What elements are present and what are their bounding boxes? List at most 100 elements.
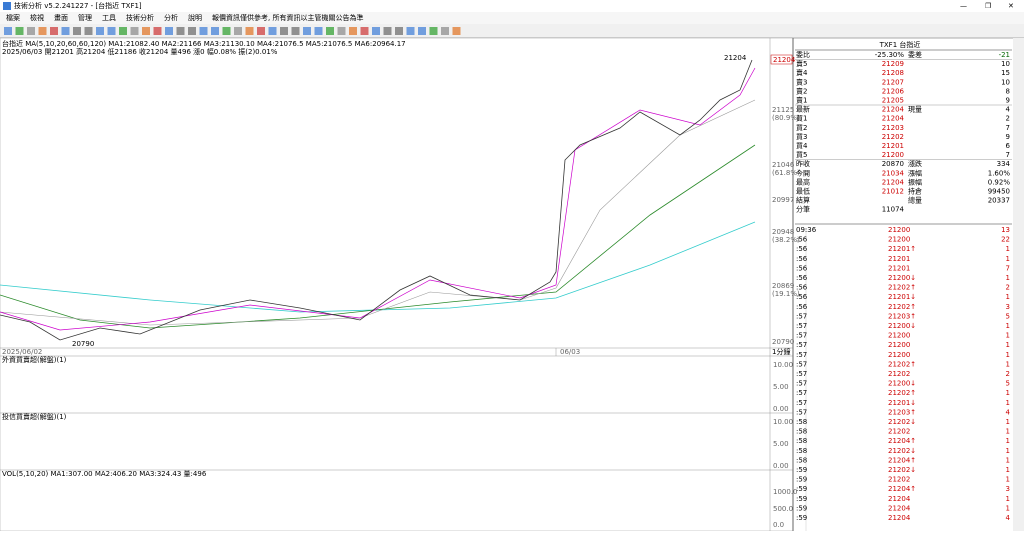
toolbar-button[interactable] (245, 27, 254, 35)
toolbar-button[interactable] (165, 27, 173, 35)
toolbar-button[interactable] (234, 27, 242, 35)
quote-value: 20337 (988, 197, 1010, 205)
quote-value: 21209 (882, 60, 904, 68)
toolbar-button[interactable] (406, 27, 415, 35)
tick-volume: 3 (1006, 303, 1010, 311)
toolbar-button[interactable] (4, 27, 12, 35)
quote-value: -25.30% (875, 51, 905, 59)
menu-item[interactable]: 檢視 (30, 13, 44, 22)
tick-volume: 1 (1006, 332, 1010, 340)
menu-bar (0, 12, 1024, 24)
tick-price: 21200 (888, 236, 910, 244)
maximize[interactable]: ❐ (985, 2, 991, 10)
toolbar-button[interactable] (153, 27, 162, 35)
toolbar-button[interactable] (130, 27, 139, 35)
quote-value: 21204 (882, 115, 905, 123)
toolbar-button[interactable] (257, 27, 265, 35)
tick-price: 21204 (888, 504, 911, 512)
tick-time: :57 (796, 341, 807, 349)
toolbar-button[interactable] (395, 27, 403, 35)
toolbar-button[interactable] (211, 27, 219, 35)
tick-volume: 1 (1006, 293, 1010, 301)
close[interactable]: ✕ (1008, 2, 1014, 10)
toolbar-button[interactable] (222, 27, 231, 35)
tick-time: :56 (796, 284, 808, 292)
menu-item[interactable]: 說明 (188, 13, 202, 22)
toolbar-button[interactable] (176, 27, 185, 35)
tick-price: 21200↓ (888, 274, 916, 282)
panel-title: 外資買賣超(解盤)(1) (2, 355, 67, 364)
menu-item[interactable]: 畫面 (54, 13, 68, 22)
toolbar-button[interactable] (441, 27, 449, 35)
tick-volume: 3 (1006, 485, 1010, 493)
tick-time: :59 (796, 504, 807, 512)
tick-volume: 1 (1006, 255, 1010, 263)
tick-price: 21204 (888, 514, 911, 522)
toolbar-button[interactable] (429, 27, 438, 35)
panel-tick: 5.00 (773, 440, 789, 448)
tick-price: 21200 (888, 332, 910, 340)
toolbar-button[interactable] (61, 27, 70, 35)
toolbar-button[interactable] (15, 27, 24, 35)
toolbar-button[interactable] (268, 27, 277, 35)
tick-price: 21204 (888, 495, 911, 503)
toolbar-button[interactable] (372, 27, 380, 35)
menu-item[interactable]: 管理 (78, 13, 92, 22)
minimize[interactable]: — (960, 2, 967, 10)
toolbar-button[interactable] (84, 27, 93, 35)
axis-label: 20997 (772, 196, 794, 204)
toolbar-button[interactable] (107, 27, 116, 35)
quote-value: 99450 (988, 188, 1010, 196)
high-label: 21204 (724, 54, 747, 62)
tick-volume: 4 (1006, 514, 1011, 522)
quote-value: 8 (1006, 87, 1010, 95)
menu-item[interactable]: 工具 (102, 14, 116, 22)
toolbar-button[interactable] (199, 27, 208, 35)
tick-price: 21201↓ (888, 293, 916, 301)
menu-item[interactable]: 分析 (164, 13, 178, 22)
toolbar-button[interactable] (337, 27, 346, 35)
tick-volume: 1 (1006, 351, 1010, 359)
tick-time: :58 (796, 456, 807, 464)
toolbar-button[interactable] (349, 27, 357, 35)
quote-value: 0.92% (988, 178, 1011, 186)
menu-item[interactable]: 報價資訊僅供參考, 所有資訊以主管機關公告為準 (212, 13, 363, 22)
toolbar-button[interactable] (383, 27, 392, 35)
toolbar-button[interactable] (38, 27, 47, 35)
scrollbar[interactable] (1013, 38, 1024, 531)
tick-volume: 1 (1006, 399, 1010, 407)
toolbar-button[interactable] (452, 27, 461, 35)
toolbar-button[interactable] (142, 27, 150, 35)
toolbar-button[interactable] (326, 27, 334, 35)
axis-label: 21046 (772, 161, 795, 169)
tick-time: :57 (796, 351, 807, 359)
tick-price: 21202↓ (888, 447, 916, 455)
toolbar-button[interactable] (280, 27, 288, 35)
panel-tick: 10.00 (773, 361, 793, 369)
toolbar-button[interactable] (73, 27, 81, 35)
toolbar-button[interactable] (314, 27, 323, 35)
quote-label: 賣4 (796, 68, 808, 77)
toolbar-button[interactable] (50, 27, 58, 35)
menu-item[interactable]: 技術分析 (126, 13, 154, 22)
quote-value: 9 (1006, 133, 1010, 141)
axis-label: (19.1%) (772, 290, 800, 298)
panel-title: 投信買賣超(解盤)(1) (2, 412, 67, 421)
tick-volume: 5 (1006, 380, 1010, 388)
toolbar-button[interactable] (27, 27, 35, 35)
toolbar-button[interactable] (119, 27, 127, 35)
toolbar-button[interactable] (303, 27, 311, 35)
menu-item[interactable]: 檔案 (6, 13, 20, 22)
quote-value: 2 (1006, 115, 1010, 123)
quote-label: 持倉 (908, 187, 922, 196)
toolbar-button[interactable] (360, 27, 369, 35)
toolbar-button[interactable] (96, 27, 104, 35)
toolbar-button[interactable] (418, 27, 426, 35)
tick-time: 09:36 (796, 226, 817, 234)
toolbar-button[interactable] (188, 27, 196, 35)
toolbar-button[interactable] (291, 27, 300, 35)
quote-header: TXF1 台指近 (879, 40, 921, 49)
tick-price: 21201↑ (888, 245, 916, 253)
quote-value: 10 (1001, 60, 1010, 68)
